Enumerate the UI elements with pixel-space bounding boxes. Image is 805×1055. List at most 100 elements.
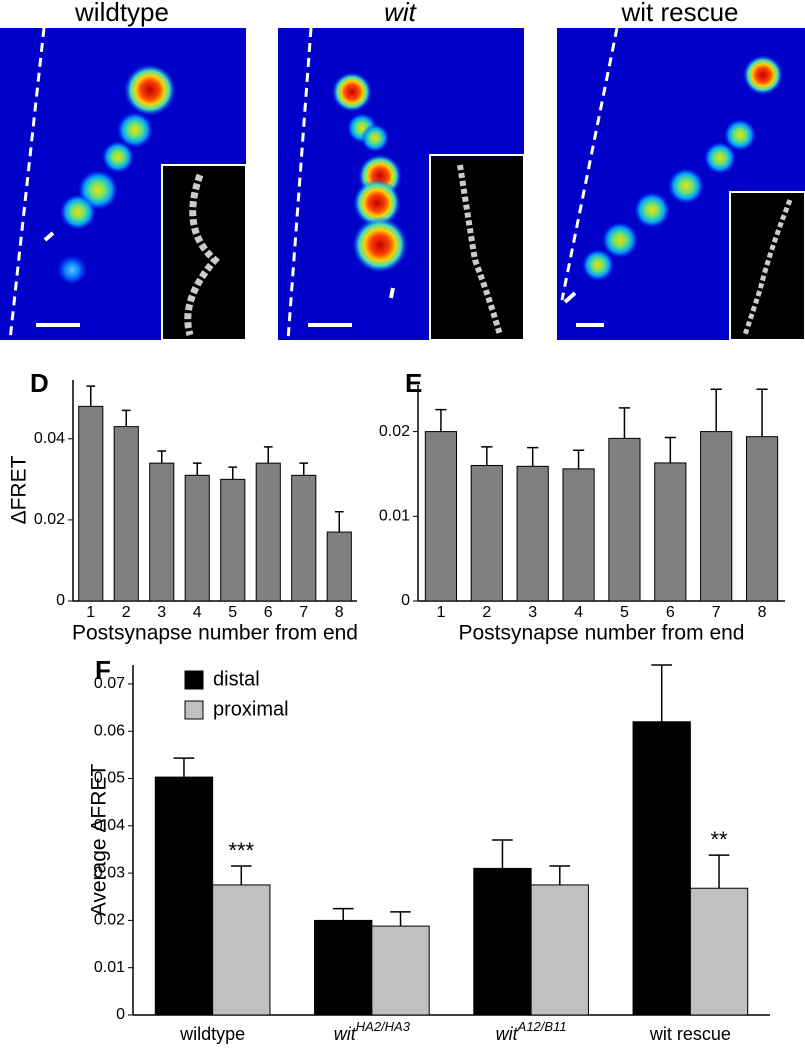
error-bar xyxy=(572,449,585,469)
y-tick-label: 0.01 xyxy=(379,508,410,525)
x-tick-label: 7 xyxy=(299,604,308,621)
error-bar xyxy=(710,388,722,432)
x-tick-label: 2 xyxy=(482,604,491,621)
significance: *** xyxy=(228,838,254,863)
error-bar xyxy=(618,407,631,439)
x-tick-label: witHA2/HA3 xyxy=(334,1019,411,1043)
bar xyxy=(291,474,317,602)
bar xyxy=(371,925,430,1016)
error-bar xyxy=(228,466,238,480)
category-superscript: A12/B11 xyxy=(517,1019,567,1034)
error-bar xyxy=(157,450,167,464)
bar xyxy=(314,919,373,1016)
y-tick-label: 0.02 xyxy=(379,423,410,440)
error-bar xyxy=(230,865,252,885)
bar xyxy=(184,474,210,602)
bar xyxy=(255,462,281,602)
bar xyxy=(212,884,271,1016)
x-tick-label: 4 xyxy=(574,604,583,621)
panel-label: F xyxy=(95,655,111,685)
panel-label: E xyxy=(405,368,422,398)
x-tick-label: 2 xyxy=(122,604,131,621)
x-tick-label: 1 xyxy=(86,604,95,621)
bar xyxy=(424,431,458,602)
error-bar xyxy=(173,757,195,778)
image-wit xyxy=(278,27,525,341)
y-axis-title: Average ΔFRET xyxy=(88,764,111,917)
error-bar xyxy=(299,462,309,476)
x-tick-label: 7 xyxy=(712,604,721,621)
bar xyxy=(530,884,589,1016)
bar xyxy=(516,465,549,602)
error-bar xyxy=(263,446,273,464)
error-bar xyxy=(756,388,768,437)
x-tick-label: 1 xyxy=(436,604,445,621)
x-axis-title: Postsynapse number from end xyxy=(72,622,358,645)
y-tick-label: 0 xyxy=(56,592,65,609)
x-tick-label: wit rescue xyxy=(649,1024,731,1044)
x-tick-label: 8 xyxy=(758,604,767,621)
x-tick-label: 3 xyxy=(528,604,537,621)
x-tick-label: wildtype xyxy=(179,1024,245,1044)
bar xyxy=(113,426,139,602)
bar xyxy=(326,531,352,602)
y-tick-label: 0.01 xyxy=(94,959,125,976)
bar xyxy=(154,776,214,1016)
bar xyxy=(745,436,779,602)
legend-label: proximal xyxy=(213,698,289,720)
x-tick-label: 5 xyxy=(620,604,629,621)
image-wildtype xyxy=(0,27,247,341)
y-tick-label: 0.04 xyxy=(34,430,65,447)
bar xyxy=(654,462,687,602)
x-tick-label: 8 xyxy=(335,604,344,621)
legend-swatch xyxy=(184,700,204,720)
image-title: wit rescue xyxy=(620,0,738,27)
panel-label: D xyxy=(30,368,49,398)
y-tick-label: 0.05 xyxy=(94,770,125,787)
x-tick-label: 6 xyxy=(666,604,675,621)
bar xyxy=(149,462,175,602)
image-title: wit xyxy=(384,0,418,27)
y-tick-label: 0.06 xyxy=(94,722,125,739)
error-bar xyxy=(390,911,411,927)
bar xyxy=(470,464,503,602)
x-tick-label: 3 xyxy=(157,604,166,621)
y-tick-label: 0 xyxy=(116,1006,125,1023)
y-tick-label: 0 xyxy=(401,592,410,609)
category-superscript: HA2/HA3 xyxy=(356,1019,411,1034)
y-axis-title: ΔFRET xyxy=(8,455,31,524)
bar xyxy=(473,867,532,1016)
error-bar xyxy=(332,907,354,921)
error-bar xyxy=(435,408,447,432)
y-tick-label: 0.02 xyxy=(94,912,125,929)
error-bar xyxy=(708,854,730,889)
category-name: wit xyxy=(334,1024,357,1044)
category-name: wit xyxy=(496,1024,519,1044)
bar xyxy=(220,478,246,602)
x-tick-label: 6 xyxy=(264,604,273,621)
error-bar xyxy=(334,511,344,533)
error-bar xyxy=(121,409,131,427)
y-tick-label: 0.04 xyxy=(94,817,125,834)
bar xyxy=(562,468,595,602)
bar xyxy=(78,405,104,602)
error-bar xyxy=(86,385,96,407)
error-bar xyxy=(651,664,673,722)
error-bar xyxy=(549,865,571,885)
x-axis-title: Postsynapse number from end xyxy=(459,622,745,645)
y-tick-label: 0.03 xyxy=(94,864,125,881)
y-tick-label: 0.02 xyxy=(34,511,65,528)
image-wit-rescue xyxy=(557,27,805,341)
bar xyxy=(632,721,691,1016)
bar xyxy=(689,887,749,1016)
significance: ** xyxy=(710,827,728,852)
bar xyxy=(608,437,641,602)
image-title: wildtype xyxy=(74,0,169,27)
error-bar xyxy=(527,446,539,467)
error-bar xyxy=(492,839,513,869)
error-bar xyxy=(192,462,202,476)
error-bar xyxy=(664,436,676,463)
x-tick-label: 4 xyxy=(193,604,202,621)
legend-label: distal xyxy=(213,668,260,690)
